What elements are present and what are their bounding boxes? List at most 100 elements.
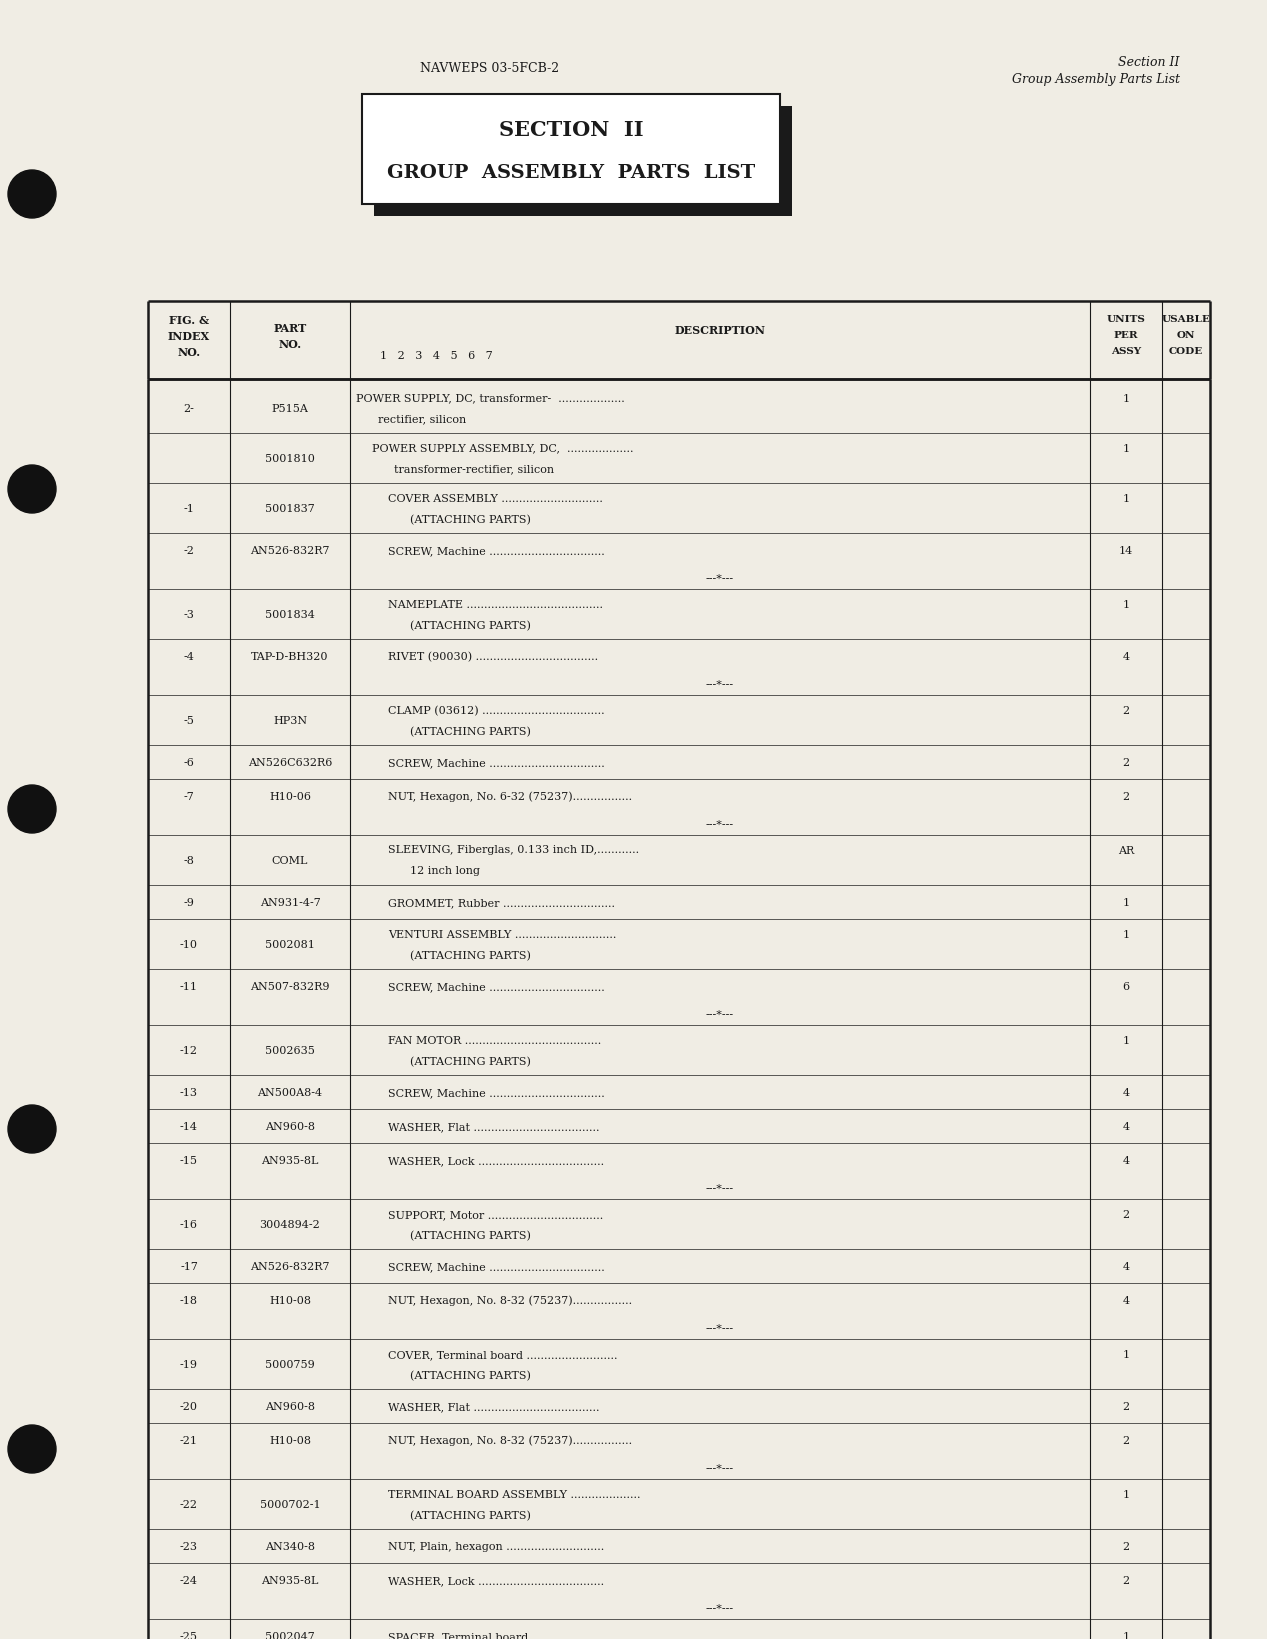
Text: AN960-8: AN960-8	[265, 1401, 315, 1411]
Text: AR: AR	[1117, 846, 1134, 856]
Text: 5002635: 5002635	[265, 1046, 315, 1056]
Text: ASSY: ASSY	[1111, 347, 1142, 356]
Text: 5002081: 5002081	[265, 939, 315, 949]
Text: 4: 4	[1123, 1155, 1130, 1165]
Text: -13: -13	[180, 1087, 198, 1098]
Text: -15: -15	[180, 1155, 198, 1165]
Text: CODE: CODE	[1169, 347, 1204, 356]
Text: GROUP  ASSEMBLY  PARTS  LIST: GROUP ASSEMBLY PARTS LIST	[386, 164, 755, 182]
Text: ---*---: ---*---	[706, 1183, 734, 1193]
Text: SCREW, Machine .................................: SCREW, Machine .........................…	[388, 1262, 604, 1272]
Text: 2: 2	[1123, 792, 1130, 801]
Text: H10-08: H10-08	[269, 1295, 310, 1305]
Text: WASHER, Flat ....................................: WASHER, Flat ...........................…	[388, 1401, 599, 1411]
Text: WASHER, Lock ....................................: WASHER, Lock ...........................…	[388, 1155, 604, 1165]
Text: SUPPORT, Motor .................................: SUPPORT, Motor .........................…	[388, 1210, 603, 1219]
Bar	[362, 95, 780, 205]
Text: ---*---: ---*---	[706, 1603, 734, 1613]
Text: -18: -18	[180, 1295, 198, 1305]
Text: 2: 2	[1123, 1575, 1130, 1585]
Bar	[374, 107, 792, 216]
Text: GROMMET, Rubber ................................: GROMMET, Rubber ........................…	[388, 898, 614, 908]
Text: P515A: P515A	[271, 403, 308, 413]
Text: 2: 2	[1123, 1210, 1130, 1219]
Text: -8: -8	[184, 856, 194, 865]
Text: (ATTACHING PARTS): (ATTACHING PARTS)	[411, 1370, 531, 1380]
Text: (ATTACHING PARTS): (ATTACHING PARTS)	[411, 1231, 531, 1241]
Text: 1: 1	[1123, 1631, 1130, 1639]
Text: (ATTACHING PARTS): (ATTACHING PARTS)	[411, 1510, 531, 1521]
Text: POWER SUPPLY ASSEMBLY, DC,  ...................: POWER SUPPLY ASSEMBLY, DC, .............…	[372, 443, 634, 452]
Text: (ATTACHING PARTS): (ATTACHING PARTS)	[411, 515, 531, 524]
Text: 2: 2	[1123, 705, 1130, 716]
Text: PER: PER	[1114, 331, 1138, 341]
Text: 4: 4	[1123, 1121, 1130, 1131]
Text: -9: -9	[184, 898, 194, 908]
Text: -11: -11	[180, 982, 198, 992]
Text: 2: 2	[1123, 1401, 1130, 1411]
Text: -14: -14	[180, 1121, 198, 1131]
Text: WASHER, Lock ....................................: WASHER, Lock ...........................…	[388, 1575, 604, 1585]
Text: 4: 4	[1123, 1262, 1130, 1272]
Text: HP3N: HP3N	[272, 716, 307, 726]
Text: -25: -25	[180, 1631, 198, 1639]
Text: 1: 1	[1123, 929, 1130, 939]
Text: AN526-832R7: AN526-832R7	[251, 546, 329, 556]
Text: AN500A8-4: AN500A8-4	[257, 1087, 323, 1098]
Text: transformer-rectifier, silicon: transformer-rectifier, silicon	[394, 464, 554, 474]
Text: 5001810: 5001810	[265, 454, 315, 464]
Text: NUT, Hexagon, No. 8-32 (75237).................: NUT, Hexagon, No. 8-32 (75237)..........…	[388, 1295, 632, 1306]
Text: COML: COML	[272, 856, 308, 865]
Text: NUT, Hexagon, No. 8-32 (75237).................: NUT, Hexagon, No. 8-32 (75237)..........…	[388, 1434, 632, 1446]
Text: rectifier, silicon: rectifier, silicon	[378, 413, 466, 425]
Text: AN526-832R7: AN526-832R7	[251, 1262, 329, 1272]
Text: 2-: 2-	[184, 403, 194, 413]
Text: NO.: NO.	[279, 338, 302, 349]
Text: NUT, Plain, hexagon ............................: NUT, Plain, hexagon ....................…	[388, 1541, 604, 1550]
Text: 1: 1	[1123, 898, 1130, 908]
Text: ---*---: ---*---	[706, 1010, 734, 1019]
Text: DESCRIPTION: DESCRIPTION	[674, 325, 765, 336]
Text: TAP-D-BH320: TAP-D-BH320	[251, 652, 328, 662]
Text: (ATTACHING PARTS): (ATTACHING PARTS)	[411, 621, 531, 631]
Text: PART: PART	[274, 323, 307, 333]
Text: 4: 4	[1123, 1087, 1130, 1098]
Text: UNITS: UNITS	[1106, 315, 1145, 325]
Circle shape	[8, 1426, 56, 1473]
Text: ---*---: ---*---	[706, 820, 734, 829]
Text: -6: -6	[184, 757, 194, 767]
Text: 3004894-2: 3004894-2	[260, 1219, 321, 1229]
Text: SCREW, Machine .................................: SCREW, Machine .........................…	[388, 546, 604, 556]
Circle shape	[8, 1105, 56, 1154]
Text: -24: -24	[180, 1575, 198, 1585]
Text: SCREW, Machine .................................: SCREW, Machine .........................…	[388, 1087, 604, 1098]
Text: 12 inch long: 12 inch long	[411, 865, 480, 875]
Text: POWER SUPPLY, DC, transformer-  ...................: POWER SUPPLY, DC, transformer- .........…	[356, 393, 625, 403]
Text: COVER, Terminal board ..........................: COVER, Terminal board ..................…	[388, 1349, 617, 1359]
Text: VENTURI ASSEMBLY .............................: VENTURI ASSEMBLY .......................…	[388, 929, 616, 939]
Text: TERMINAL BOARD ASSEMBLY ....................: TERMINAL BOARD ASSEMBLY ................…	[388, 1490, 641, 1500]
Circle shape	[8, 465, 56, 513]
Text: AN960-8: AN960-8	[265, 1121, 315, 1131]
Text: 6: 6	[1123, 982, 1130, 992]
Text: -20: -20	[180, 1401, 198, 1411]
Text: FAN MOTOR .......................................: FAN MOTOR ..............................…	[388, 1036, 602, 1046]
Text: ---*---: ---*---	[706, 1464, 734, 1473]
Text: AN526C632R6: AN526C632R6	[248, 757, 332, 767]
Text: -10: -10	[180, 939, 198, 949]
Text: 1: 1	[1123, 493, 1130, 503]
Text: Group Assembly Parts List: Group Assembly Parts List	[1012, 74, 1180, 87]
Text: -5: -5	[184, 716, 194, 726]
Text: 1: 1	[1123, 393, 1130, 403]
Text: (ATTACHING PARTS): (ATTACHING PARTS)	[411, 1056, 531, 1067]
Text: AN935-8L: AN935-8L	[261, 1575, 319, 1585]
Text: -4: -4	[184, 652, 194, 662]
Text: (ATTACHING PARTS): (ATTACHING PARTS)	[411, 726, 531, 736]
Text: USABLE: USABLE	[1162, 315, 1210, 325]
Text: SCREW, Machine .................................: SCREW, Machine .........................…	[388, 757, 604, 767]
Text: -23: -23	[180, 1541, 198, 1550]
Text: 4: 4	[1123, 652, 1130, 662]
Text: 5002047: 5002047	[265, 1631, 315, 1639]
Circle shape	[8, 785, 56, 834]
Text: H10-08: H10-08	[269, 1436, 310, 1446]
